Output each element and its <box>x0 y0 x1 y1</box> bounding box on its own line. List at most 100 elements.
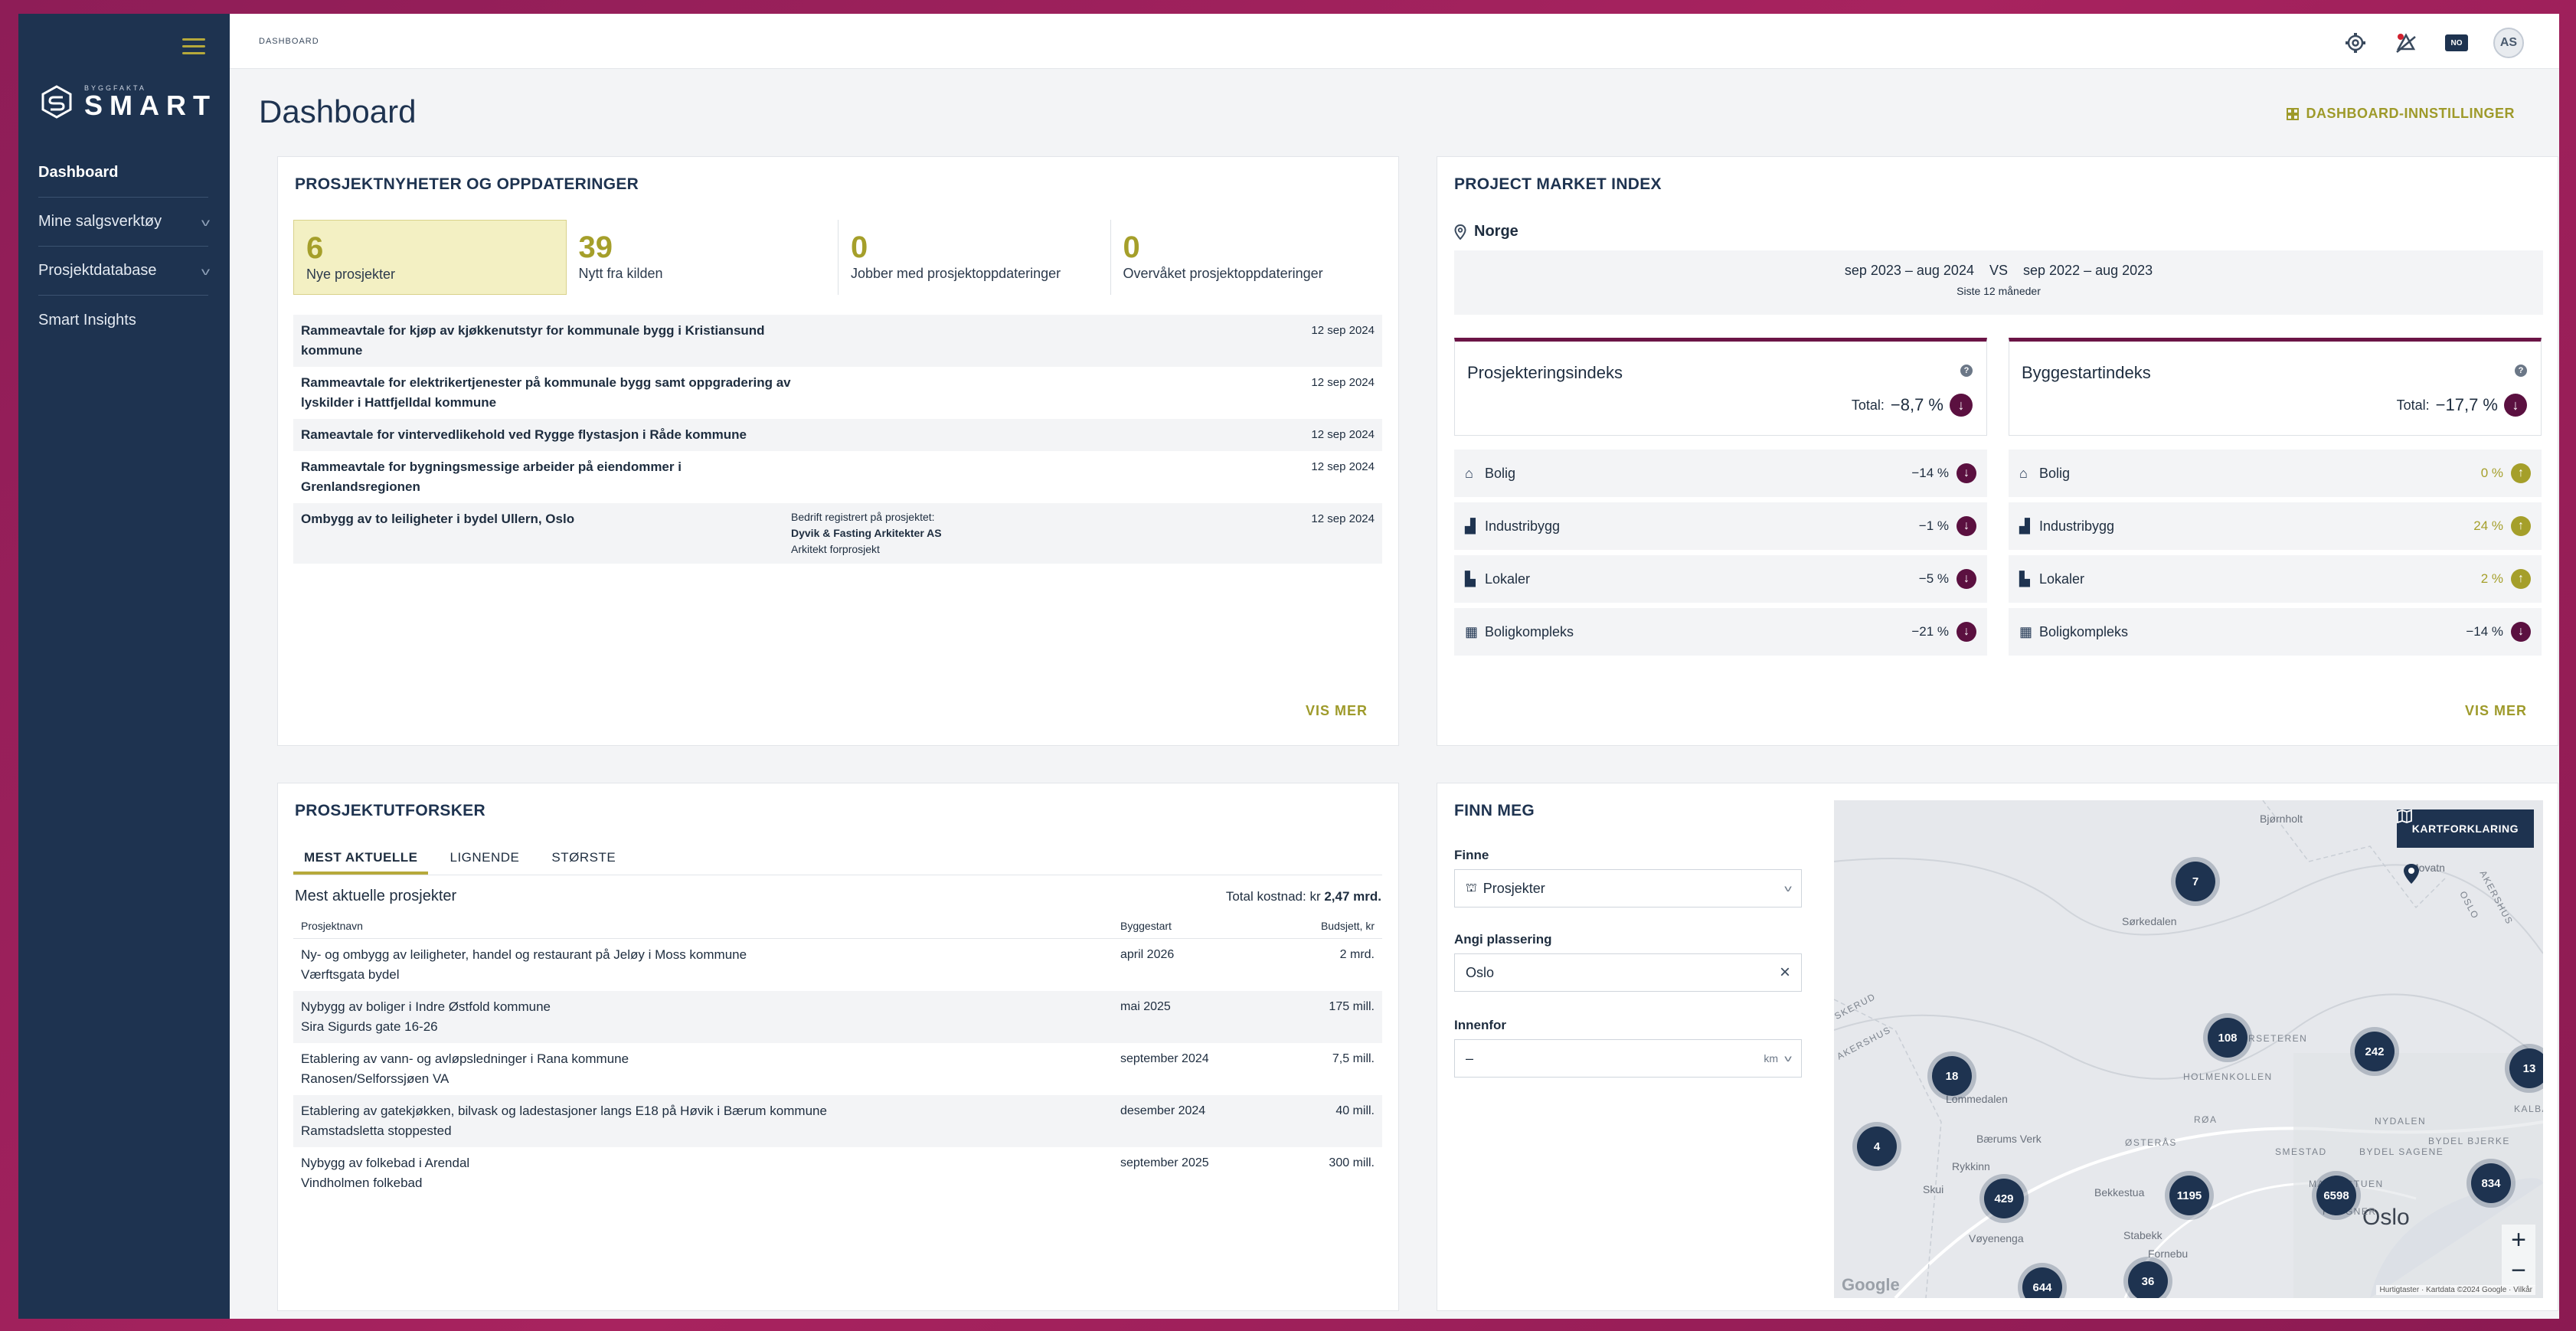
map-cluster[interactable]: 1195 <box>2169 1176 2209 1215</box>
within-select[interactable]: – km v <box>1454 1039 1802 1078</box>
avatar[interactable]: AS <box>2493 28 2524 58</box>
news-title[interactable]: Ombygg av to leiligheter i bydel Ullern,… <box>301 512 575 526</box>
sidebar-item-project-database[interactable]: Prosjektdatabase v <box>38 247 210 296</box>
tab-most-relevant[interactable]: MEST AKTUELLE <box>293 845 429 875</box>
project-start: mai 2025 <box>1120 1000 1171 1013</box>
column-header[interactable]: Prosjektnavn <box>301 920 363 932</box>
map-label: Bjørnholt <box>2260 813 2303 825</box>
project-name[interactable]: Ny- og ombygg av leiligheter, handel og … <box>301 947 747 962</box>
column-header[interactable]: Byggestart <box>1120 920 1172 932</box>
news-title[interactable]: Rammeavtale for bygningsmessige arbeider… <box>301 459 682 494</box>
sidebar-item-sales-tools[interactable]: Mine salgsverktøy v <box>38 198 210 247</box>
project-name[interactable]: Etablering av vann- og avløpsledninger i… <box>301 1051 629 1066</box>
stat-new-projects[interactable]: 6 Nye prosjekter <box>293 220 567 295</box>
place-input[interactable]: Oslo × <box>1454 953 1802 992</box>
sidebar-nav: Dashboard Mine salgsverktøy v Prosjektda… <box>38 149 210 345</box>
region-selector[interactable]: Norge <box>1454 223 1518 240</box>
stat-value: 0 <box>1123 231 1140 264</box>
news-title[interactable]: Rammeavtale for kjøp av kjøkkenutstyr fo… <box>301 323 765 358</box>
project-explorer-card: PROSJEKTUTFORSKER MEST AKTUELLE LIGNENDE… <box>277 783 1399 1311</box>
total-label: Total: <box>1851 397 1885 413</box>
zoom-out-button[interactable]: − <box>2502 1255 2535 1286</box>
table-row[interactable]: Etablering av vann- og avløpsledninger i… <box>293 1043 1382 1095</box>
find-select[interactable]: ⛫ Prosjekter v <box>1454 869 1802 908</box>
sector-row[interactable]: ▟ Industribygg 24 % ↑ <box>2009 502 2542 550</box>
news-stats: 6 Nye prosjekter 39 Nytt fra kilden 0 Jo… <box>293 220 1382 295</box>
map-cluster[interactable]: 834 <box>2471 1163 2511 1203</box>
period-comparison: sep 2023 – aug 2024 VS sep 2022 – aug 20… <box>1454 250 2543 315</box>
sector-row[interactable]: ⌂ Bolig −14 % ↓ <box>1454 450 1987 497</box>
map-pin-icon[interactable] <box>2402 863 2421 885</box>
show-more-button[interactable]: VIS MER <box>1305 703 1368 718</box>
map-cluster[interactable]: 4 <box>1857 1127 1897 1166</box>
card-title: PROSJEKTNYHETER OG OPPDATERINGER <box>295 175 639 193</box>
sector-row[interactable]: ▙ Lokaler 2 % ↑ <box>2009 555 2542 603</box>
sector-name: Bolig <box>2039 465 2071 481</box>
sector-row[interactable]: ▙ Lokaler −5 % ↓ <box>1454 555 1987 603</box>
project-name[interactable]: Nybygg av boliger i Indre Østfold kommun… <box>301 999 551 1014</box>
sector-row[interactable]: ▦ Boligkompleks −21 % ↓ <box>1454 608 1987 656</box>
table-row[interactable]: Nybygg av boliger i Indre Østfold kommun… <box>293 991 1382 1043</box>
company-name[interactable]: Dyvik & Fasting Arkitekter AS <box>791 527 942 539</box>
clear-icon[interactable]: × <box>1779 962 1790 983</box>
list-item[interactable]: Rameavtale for vintervedlikehold ved Ryg… <box>293 419 1382 451</box>
stat-label: Overvåket prosjektoppdateringer <box>1123 266 1323 281</box>
map-cluster[interactable]: 108 <box>2208 1018 2247 1058</box>
gear-icon[interactable] <box>2342 29 2369 57</box>
project-address: Værftsgata bydel <box>301 967 400 982</box>
map-label: Rykkinn <box>1952 1160 1990 1172</box>
stat-label: Jobber med prosjektoppdateringer <box>851 266 1061 281</box>
map-attribution[interactable]: Hurtigtaster · Kartdata ©2024 Google · V… <box>2376 1285 2535 1295</box>
sidebar-item-dashboard[interactable]: Dashboard <box>38 149 208 198</box>
map[interactable]: Bjørnholt Movatn Sørkedalen OSLO AKERSHU… <box>1834 800 2543 1298</box>
help-icon[interactable]: ? <box>1960 365 1973 377</box>
column-header[interactable]: Budsjett, kr <box>1320 920 1375 932</box>
table-row[interactable]: Etablering av gatekjøkken, bilvask og la… <box>293 1095 1382 1147</box>
map-cluster[interactable]: 6598 <box>2316 1176 2356 1215</box>
show-more-button[interactable]: VIS MER <box>2464 703 2527 718</box>
hamburger-menu-icon[interactable] <box>182 38 205 55</box>
period-previous: sep 2022 – aug 2023 <box>2023 263 2153 278</box>
map-cluster[interactable]: 644 <box>2022 1267 2062 1298</box>
news-title[interactable]: Rameavtale for vintervedlikehold ved Ryg… <box>301 427 747 442</box>
map-cluster[interactable]: 18 <box>1932 1056 1972 1096</box>
project-name[interactable]: Nybygg av folkebad i Arendal <box>301 1156 470 1170</box>
language-flag[interactable]: NO <box>2445 34 2468 51</box>
dashboard-settings-button[interactable]: DASHBOARD-INNSTILLINGER <box>2286 106 2516 122</box>
map-label: Bekkestua <box>2094 1186 2145 1199</box>
explorer-subtitle: Mest aktuelle prosjekter <box>295 888 457 904</box>
news-title[interactable]: Rammeavtale for elektrikertjenester på k… <box>301 375 791 410</box>
explorer-total: Total kostnad: kr 2,47 mrd. <box>1226 889 1381 904</box>
map-cluster[interactable]: 13 <box>2509 1048 2543 1088</box>
map-label: Vøyenenga <box>1969 1232 2024 1244</box>
news-date: 12 sep 2024 <box>1311 512 1375 525</box>
sector-row[interactable]: ▦ Boligkompleks −14 % ↓ <box>2009 608 2542 656</box>
news-date: 12 sep 2024 <box>1311 428 1375 441</box>
map-cluster[interactable]: 36 <box>2128 1261 2168 1298</box>
map-cluster[interactable]: 429 <box>1984 1179 2024 1218</box>
map-legend-button[interactable]: KARTFORKLARING <box>2396 809 2534 848</box>
zoom-in-button[interactable]: + <box>2502 1225 2535 1255</box>
stat-working-updates[interactable]: 0 Jobber med prosjektoppdateringer <box>839 220 1111 295</box>
list-item[interactable]: Rammeavtale for bygningsmessige arbeider… <box>293 451 1382 503</box>
stat-watched-updates[interactable]: 0 Overvåket prosjektoppdateringer <box>1111 220 1383 295</box>
logo[interactable]: BYGGFAKTA SMART <box>40 84 217 119</box>
list-item[interactable]: Ombygg av to leiligheter i bydel Ullern,… <box>293 503 1382 564</box>
tab-similar[interactable]: LIGNENDE <box>449 850 520 865</box>
stat-from-source[interactable]: 39 Nytt fra kilden <box>567 220 839 295</box>
project-name[interactable]: Etablering av gatekjøkken, bilvask og la… <box>301 1104 827 1118</box>
arrow-down-icon: ↓ <box>1957 516 1976 536</box>
map-cluster[interactable]: 242 <box>2355 1032 2395 1071</box>
sector-row[interactable]: ⌂ Bolig 0 % ↑ <box>2009 450 2542 497</box>
sector-value: 2 % <box>2480 571 2503 586</box>
table-row[interactable]: Ny- og ombygg av leiligheter, handel og … <box>293 939 1382 991</box>
tab-largest[interactable]: STØRSTE <box>551 850 616 865</box>
notifications-icon[interactable] <box>2392 29 2420 57</box>
sector-row[interactable]: ▟ Industribygg −1 % ↓ <box>1454 502 1987 550</box>
map-cluster[interactable]: 7 <box>2176 862 2215 901</box>
sidebar-item-smart-insights[interactable]: Smart Insights <box>38 296 208 345</box>
table-row[interactable]: Nybygg av folkebad i Arendal Vindholmen f… <box>293 1147 1382 1199</box>
help-icon[interactable]: ? <box>2515 365 2527 377</box>
list-item[interactable]: Rammeavtale for elektrikertjenester på k… <box>293 367 1382 419</box>
list-item[interactable]: Rammeavtale for kjøp av kjøkkenutstyr fo… <box>293 315 1382 367</box>
